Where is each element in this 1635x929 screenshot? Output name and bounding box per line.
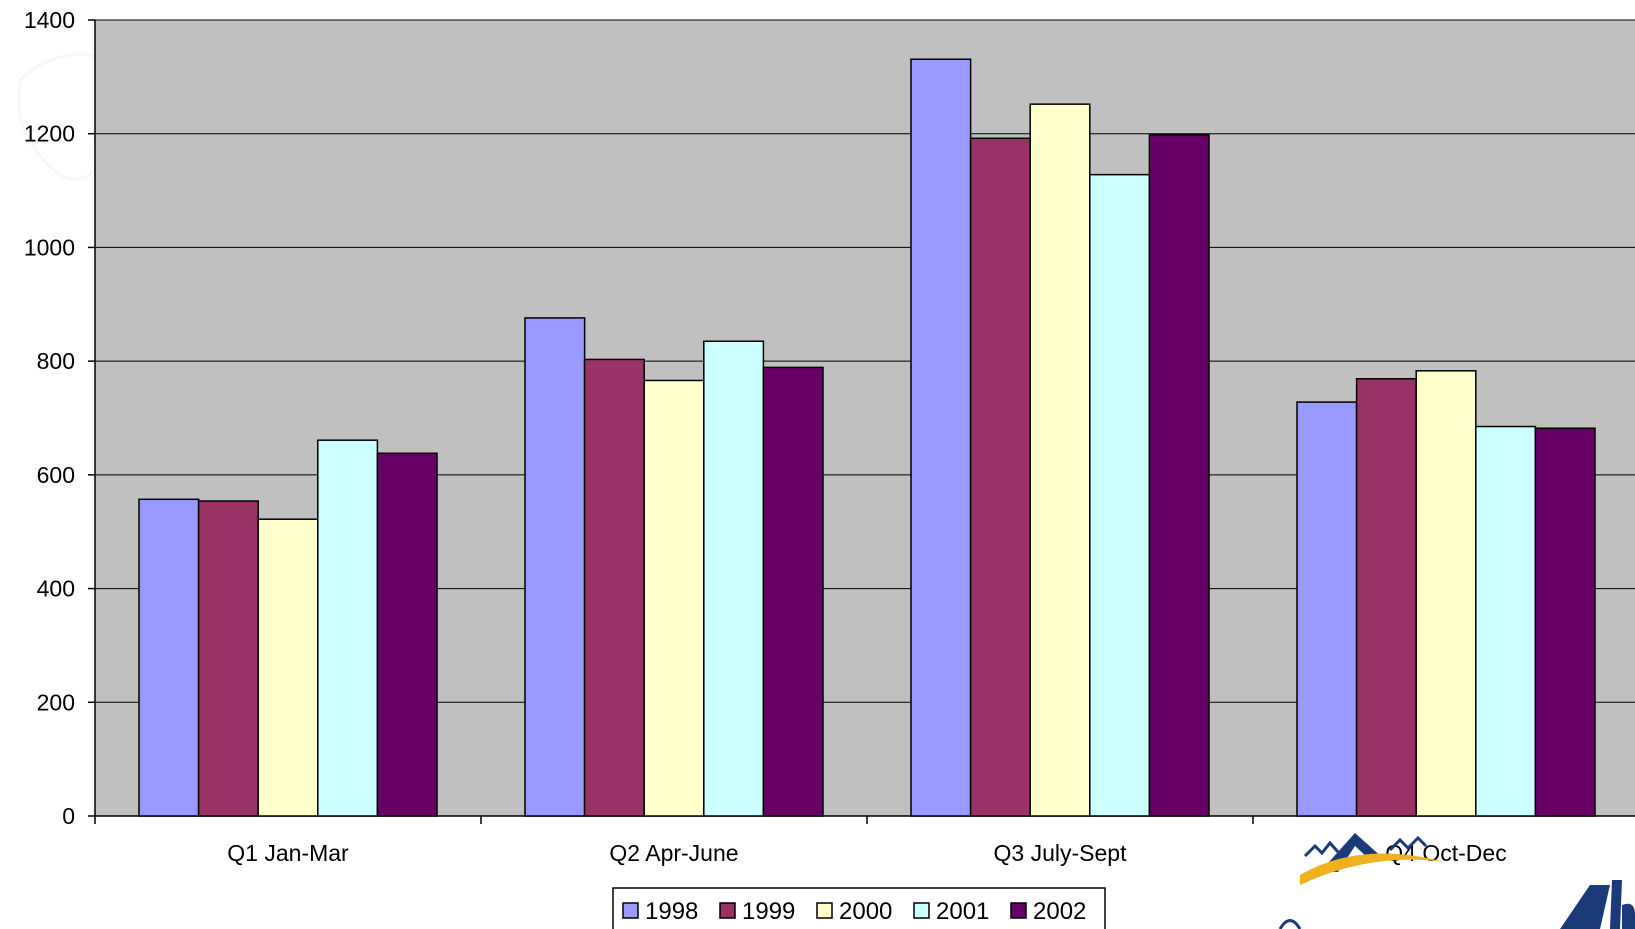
legend-label-2000: 2000 (839, 898, 892, 925)
y-tick-label: 1000 (24, 234, 75, 260)
bar-2001-0 (317, 439, 379, 817)
bar-2002-0 (376, 452, 438, 817)
bar-1999-3 (1355, 378, 1417, 817)
x-category-label: Q3 July-Sept (994, 840, 1128, 866)
y-tick-label: 800 (37, 348, 75, 374)
bar-2001-1 (703, 340, 765, 817)
bar-1999-2 (969, 137, 1031, 817)
bar-1999-1 (583, 358, 645, 817)
legend-swatch-2001 (913, 902, 930, 919)
partial-logo-icon (1560, 880, 1635, 929)
y-tick-label: 400 (37, 576, 75, 602)
x-category-label: Q2 Apr-June (609, 840, 738, 866)
mountain-logo-icon (1278, 833, 1445, 929)
background-map-watermark (17, 52, 115, 181)
y-tick-label: 200 (37, 689, 75, 715)
bar-1998-0 (138, 498, 200, 817)
bar-2002-3 (1534, 427, 1596, 817)
bar-2001-2 (1089, 173, 1151, 817)
y-tick-label: 1400 (24, 7, 75, 33)
bar-2000-1 (643, 379, 705, 817)
bar-2000-3 (1415, 370, 1477, 817)
bar-2002-2 (1148, 134, 1210, 817)
legend-swatch-2000 (816, 902, 833, 919)
legend-swatch-2002 (1010, 902, 1027, 919)
legend-label-2002: 2002 (1033, 898, 1086, 925)
legend-label-1998: 1998 (645, 898, 698, 925)
y-tick-label: 600 (37, 462, 75, 488)
y-tick-label: 0 (62, 803, 75, 829)
bar-1998-1 (524, 317, 586, 817)
bar-1998-2 (910, 58, 972, 817)
bar-1998-3 (1296, 401, 1358, 817)
bar-2000-2 (1029, 103, 1091, 817)
bar-2000-0 (257, 518, 319, 817)
y-tick-label: 1200 (24, 121, 75, 147)
legend-swatch-1998 (622, 902, 639, 919)
legend-label-1999: 1999 (742, 898, 795, 925)
legend-swatch-1999 (719, 902, 736, 919)
bar-2001-3 (1475, 425, 1537, 817)
y-axis: 0 200 400 600 800 1000 1200 1400 (24, 7, 96, 829)
legend: 1998 1999 2000 2001 2002 (612, 887, 1106, 929)
legend-label-2001: 2001 (936, 898, 989, 925)
bar-series (138, 58, 1596, 817)
bar-1999-0 (197, 500, 259, 817)
legend-box (612, 887, 1106, 929)
x-category-label: Q1 Jan-Mar (227, 840, 349, 866)
bar-2002-1 (762, 366, 824, 817)
